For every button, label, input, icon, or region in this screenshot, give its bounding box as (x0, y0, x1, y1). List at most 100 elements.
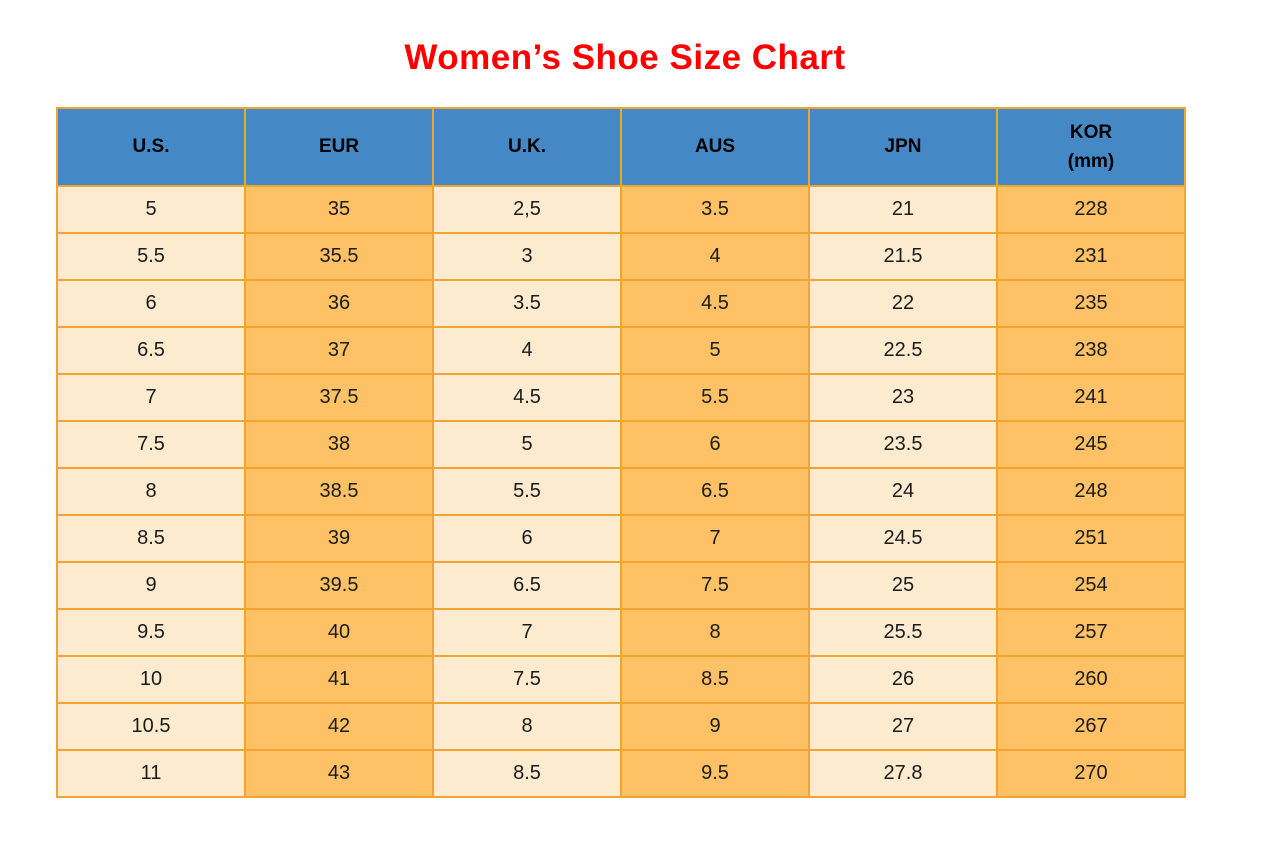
cell-eur: 42 (244, 702, 434, 751)
cell-uk: 6.5 (432, 561, 622, 610)
cell-kor-mm: 248 (996, 467, 1186, 516)
cell-us: 5 (56, 185, 246, 234)
cell-us: 9.5 (56, 608, 246, 657)
cell-aus: 7.5 (620, 561, 810, 610)
cell-aus: 5 (620, 326, 810, 375)
cell-eur: 39 (244, 514, 434, 563)
column-header-aus: AUS (620, 107, 810, 187)
cell-aus: 9.5 (620, 749, 810, 798)
cell-eur: 37 (244, 326, 434, 375)
cell-uk: 7.5 (432, 655, 622, 704)
size-chart-container: U.S. EUR U.K. AUS JPN KOR (mm) 5 35 2,5 3.5 21 228… (56, 107, 1186, 798)
cell-kor-mm: 235 (996, 279, 1186, 328)
cell-aus: 8 (620, 608, 810, 657)
table-row: 9.5 40 7 8 25.5 257 (56, 608, 1186, 657)
cell-kor-mm: 257 (996, 608, 1186, 657)
table-row: 7 37.5 4.5 5.5 23 241 (56, 373, 1186, 422)
cell-uk: 3.5 (432, 279, 622, 328)
cell-uk: 3 (432, 232, 622, 281)
cell-us: 9 (56, 561, 246, 610)
cell-eur: 35.5 (244, 232, 434, 281)
cell-us: 8.5 (56, 514, 246, 563)
cell-eur: 39.5 (244, 561, 434, 610)
cell-kor-mm: 270 (996, 749, 1186, 798)
cell-aus: 6 (620, 420, 810, 469)
cell-jpn: 25.5 (808, 608, 998, 657)
cell-uk: 2,5 (432, 185, 622, 234)
table-body: 5 35 2,5 3.5 21 228 5.5 35.5 3 4 21.5 231 6 36 3.5 4.5 2… (56, 185, 1186, 798)
cell-us: 8 (56, 467, 246, 516)
cell-jpn: 23 (808, 373, 998, 422)
cell-us: 6 (56, 279, 246, 328)
cell-us: 7.5 (56, 420, 246, 469)
cell-uk: 6 (432, 514, 622, 563)
table-row: 6 36 3.5 4.5 22 235 (56, 279, 1186, 328)
table-row: 5.5 35.5 3 4 21.5 231 (56, 232, 1186, 281)
cell-eur: 40 (244, 608, 434, 657)
cell-eur: 41 (244, 655, 434, 704)
cell-uk: 7 (432, 608, 622, 657)
cell-jpn: 25 (808, 561, 998, 610)
cell-jpn: 24.5 (808, 514, 998, 563)
table-row: 10.5 42 8 9 27 267 (56, 702, 1186, 751)
cell-kor-mm: 251 (996, 514, 1186, 563)
table-row: 9 39.5 6.5 7.5 25 254 (56, 561, 1186, 610)
cell-aus: 9 (620, 702, 810, 751)
cell-kor-mm: 267 (996, 702, 1186, 751)
cell-aus: 8.5 (620, 655, 810, 704)
cell-jpn: 22 (808, 279, 998, 328)
cell-aus: 5.5 (620, 373, 810, 422)
cell-kor-mm: 238 (996, 326, 1186, 375)
cell-kor-mm: 254 (996, 561, 1186, 610)
cell-jpn: 23.5 (808, 420, 998, 469)
cell-jpn: 21 (808, 185, 998, 234)
table-row: 7.5 38 5 6 23.5 245 (56, 420, 1186, 469)
cell-uk: 8.5 (432, 749, 622, 798)
cell-uk: 4.5 (432, 373, 622, 422)
cell-eur: 43 (244, 749, 434, 798)
cell-kor-mm: 245 (996, 420, 1186, 469)
cell-jpn: 27 (808, 702, 998, 751)
cell-us: 5.5 (56, 232, 246, 281)
cell-eur: 35 (244, 185, 434, 234)
cell-uk: 8 (432, 702, 622, 751)
cell-eur: 36 (244, 279, 434, 328)
page-title: Women’s Shoe Size Chart (404, 38, 846, 77)
cell-eur: 37.5 (244, 373, 434, 422)
cell-eur: 38 (244, 420, 434, 469)
cell-us: 7 (56, 373, 246, 422)
cell-uk: 5 (432, 420, 622, 469)
cell-kor-mm: 260 (996, 655, 1186, 704)
cell-us: 6.5 (56, 326, 246, 375)
table-row: 6.5 37 4 5 22.5 238 (56, 326, 1186, 375)
cell-aus: 4 (620, 232, 810, 281)
cell-kor-mm: 231 (996, 232, 1186, 281)
table-row: 8.5 39 6 7 24.5 251 (56, 514, 1186, 563)
cell-jpn: 22.5 (808, 326, 998, 375)
cell-aus: 4.5 (620, 279, 810, 328)
cell-uk: 4 (432, 326, 622, 375)
column-header-eur: EUR (244, 107, 434, 187)
table-row: 8 38.5 5.5 6.5 24 248 (56, 467, 1186, 516)
cell-jpn: 26 (808, 655, 998, 704)
cell-aus: 7 (620, 514, 810, 563)
cell-eur: 38.5 (244, 467, 434, 516)
cell-jpn: 21.5 (808, 232, 998, 281)
cell-kor-mm: 228 (996, 185, 1186, 234)
cell-us: 10.5 (56, 702, 246, 751)
cell-us: 11 (56, 749, 246, 798)
cell-us: 10 (56, 655, 246, 704)
column-header-us: U.S. (56, 107, 246, 187)
cell-uk: 5.5 (432, 467, 622, 516)
column-header-jpn: JPN (808, 107, 998, 187)
cell-jpn: 27.8 (808, 749, 998, 798)
column-header-kor-mm: KOR (mm) (996, 107, 1186, 187)
header-row: U.S. EUR U.K. AUS JPN KOR (mm) (56, 107, 1186, 187)
table-row: 11 43 8.5 9.5 27.8 270 (56, 749, 1186, 798)
table-row: 10 41 7.5 8.5 26 260 (56, 655, 1186, 704)
table-header: U.S. EUR U.K. AUS JPN KOR (mm) (56, 107, 1186, 187)
column-header-uk: U.K. (432, 107, 622, 187)
size-chart-table: U.S. EUR U.K. AUS JPN KOR (mm) 5 35 2,5 3.5 21 228… (56, 107, 1186, 798)
table-row: 5 35 2,5 3.5 21 228 (56, 185, 1186, 234)
cell-jpn: 24 (808, 467, 998, 516)
